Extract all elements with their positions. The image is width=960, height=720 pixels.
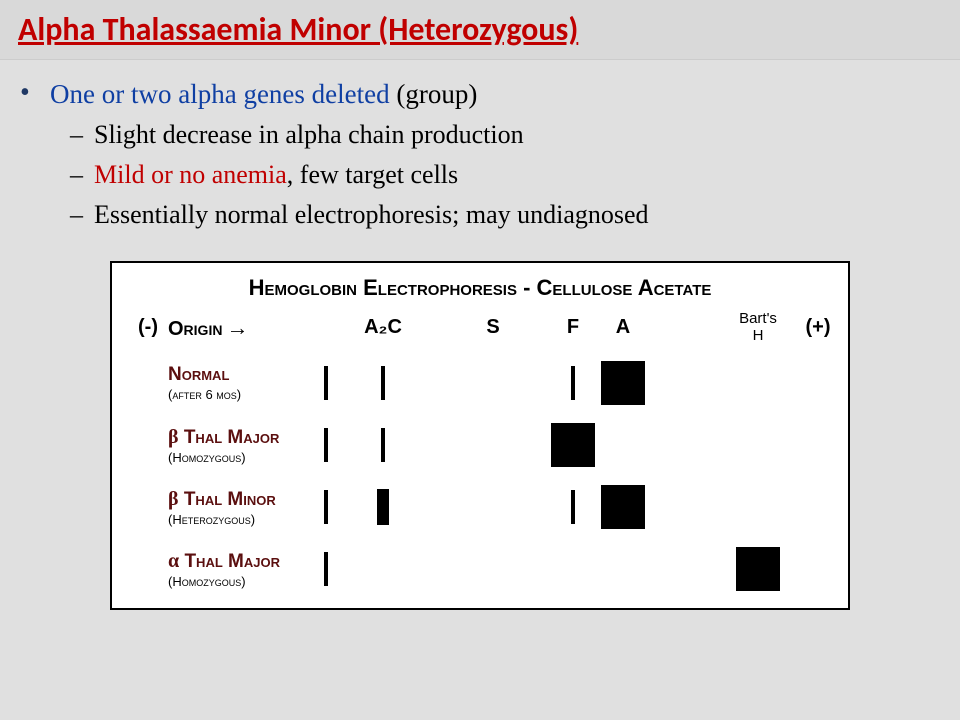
- bullet-1a: Slight decrease in alpha chain productio…: [94, 115, 960, 155]
- lane-cell: [548, 422, 598, 468]
- lane-cell: [718, 422, 798, 468]
- hdr-origin: Origin→: [168, 315, 328, 341]
- lane-cell: [598, 546, 648, 592]
- lane-cell: [328, 360, 438, 406]
- lane-cell: [598, 484, 648, 530]
- band-square: [551, 423, 595, 467]
- band-tick: [381, 366, 385, 400]
- band-thick: [377, 489, 389, 525]
- bullet-1b: Mild or no anemia, few target cells: [94, 155, 960, 195]
- lane-cell: [438, 422, 548, 468]
- lane-cell: [598, 422, 648, 468]
- hdr-origin-text: Origin: [168, 318, 222, 340]
- bullet-1b-black: , few target cells: [287, 160, 458, 189]
- bullet-list: One or two alpha genes deleted (group) S…: [0, 74, 960, 235]
- lane-cell: [328, 422, 438, 468]
- band-tick: [571, 490, 575, 524]
- row-label: α Thal Major(Homozygous): [168, 550, 280, 589]
- hdr-s: S: [438, 316, 548, 339]
- lane-cell: [438, 546, 548, 592]
- hdr-barts: Bart's H: [718, 311, 798, 344]
- lane-cell: [548, 484, 598, 530]
- bullet-1-blue: One or two alpha genes deleted: [50, 79, 390, 109]
- lane-cell: [438, 484, 548, 530]
- hdr-plus: (+): [798, 316, 838, 339]
- title-bar: Alpha Thalassaemia Minor (Heterozygous): [0, 0, 960, 60]
- band-square: [601, 485, 645, 529]
- slide-body: One or two alpha genes deleted (group) S…: [0, 60, 960, 610]
- hdr-a: A: [598, 316, 648, 339]
- row-label: β Thal Major(Homozygous): [168, 426, 279, 465]
- bullet-1-black: (group): [390, 79, 478, 109]
- bullet-1: One or two alpha genes deleted (group) S…: [50, 74, 960, 235]
- band-square: [601, 361, 645, 405]
- bullet-1b-red: Mild or no anemia: [94, 160, 287, 189]
- band-tick: [571, 366, 575, 400]
- electrophoresis-figure: Hemoglobin Electrophoresis - Cellulose A…: [110, 261, 850, 610]
- hdr-minus: (-): [128, 316, 168, 339]
- hdr-barts-l1: Bart's: [739, 310, 777, 327]
- hdr-a2c: A₂C: [328, 316, 438, 339]
- slide-title: Alpha Thalassaemia Minor (Heterozygous): [18, 10, 578, 49]
- figure-title: Hemoglobin Electrophoresis - Cellulose A…: [128, 275, 832, 301]
- hdr-barts-l2: H: [753, 327, 764, 344]
- hdr-f: F: [548, 316, 598, 339]
- lane-cell: [438, 360, 548, 406]
- lane-cell: [548, 360, 598, 406]
- figure-grid: (-) Origin→ A₂C S F A Bart's H (+) Norma…: [128, 311, 832, 592]
- slide: Alpha Thalassaemia Minor (Heterozygous) …: [0, 0, 960, 720]
- row-label: β Thal Minor(Heterozygous): [168, 488, 276, 527]
- bullet-1-sublist: Slight decrease in alpha chain productio…: [50, 115, 960, 236]
- lane-cell: [548, 546, 598, 592]
- arrow-icon: →: [222, 315, 248, 340]
- row-label: Normal(after 6 mos): [168, 364, 241, 402]
- band-tick: [381, 428, 385, 462]
- lane-cell: [328, 484, 438, 530]
- lane-cell: [718, 360, 798, 406]
- lane-cell: [598, 360, 648, 406]
- bullet-1c: Essentially normal electrophoresis; may …: [94, 195, 960, 235]
- lane-cell: [328, 546, 438, 592]
- lane-cell: [718, 546, 798, 592]
- band-square: [736, 547, 780, 591]
- lane-cell: [718, 484, 798, 530]
